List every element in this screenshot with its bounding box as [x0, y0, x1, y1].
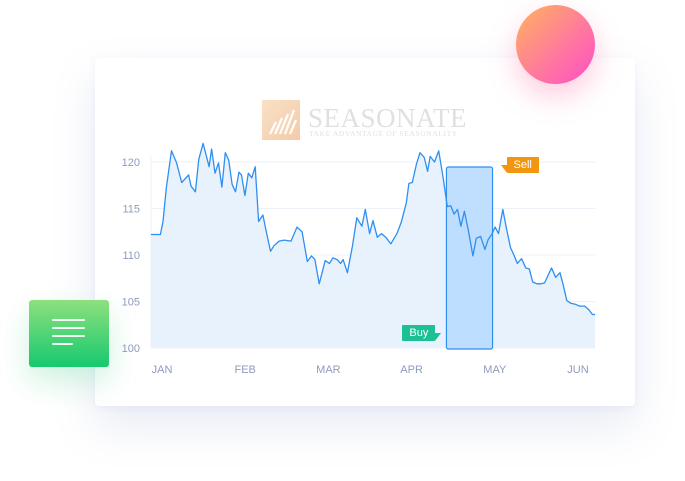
brand-watermark: SEASONATE TAKE ADVANTAGE OF SEASONALITY — [262, 100, 467, 144]
y-tick-label: 105 — [122, 297, 140, 309]
sell-annotation: Sell — [500, 157, 539, 173]
logo-icon — [262, 100, 300, 140]
buy-annotation: Buy — [402, 325, 442, 341]
decorative-orb — [516, 5, 595, 84]
y-tick-label: 100 — [122, 343, 140, 355]
x-tick-label: JAN — [152, 364, 173, 376]
y-tick-label: 110 — [122, 250, 140, 262]
x-tick-label: JUN — [567, 364, 588, 376]
highlight-window — [445, 166, 494, 350]
x-tick-label: MAY — [483, 364, 507, 376]
x-tick-label: APR — [400, 364, 423, 376]
x-tick-label: FEB — [234, 364, 255, 376]
series-area — [151, 143, 595, 348]
x-tick-label: MAR — [316, 364, 341, 376]
brand-tagline: TAKE ADVANTAGE OF SEASONALITY — [309, 129, 458, 138]
document-icon — [29, 300, 109, 367]
y-tick-label: 115 — [122, 204, 140, 216]
series-line — [151, 142, 595, 316]
buy-label: Buy — [409, 327, 429, 339]
brand-name: SEASONATE — [308, 103, 468, 133]
y-tick-label: 120 — [122, 157, 140, 169]
sell-label: Sell — [513, 159, 532, 171]
buy-pointer — [435, 333, 442, 341]
sell-pointer — [500, 165, 507, 173]
